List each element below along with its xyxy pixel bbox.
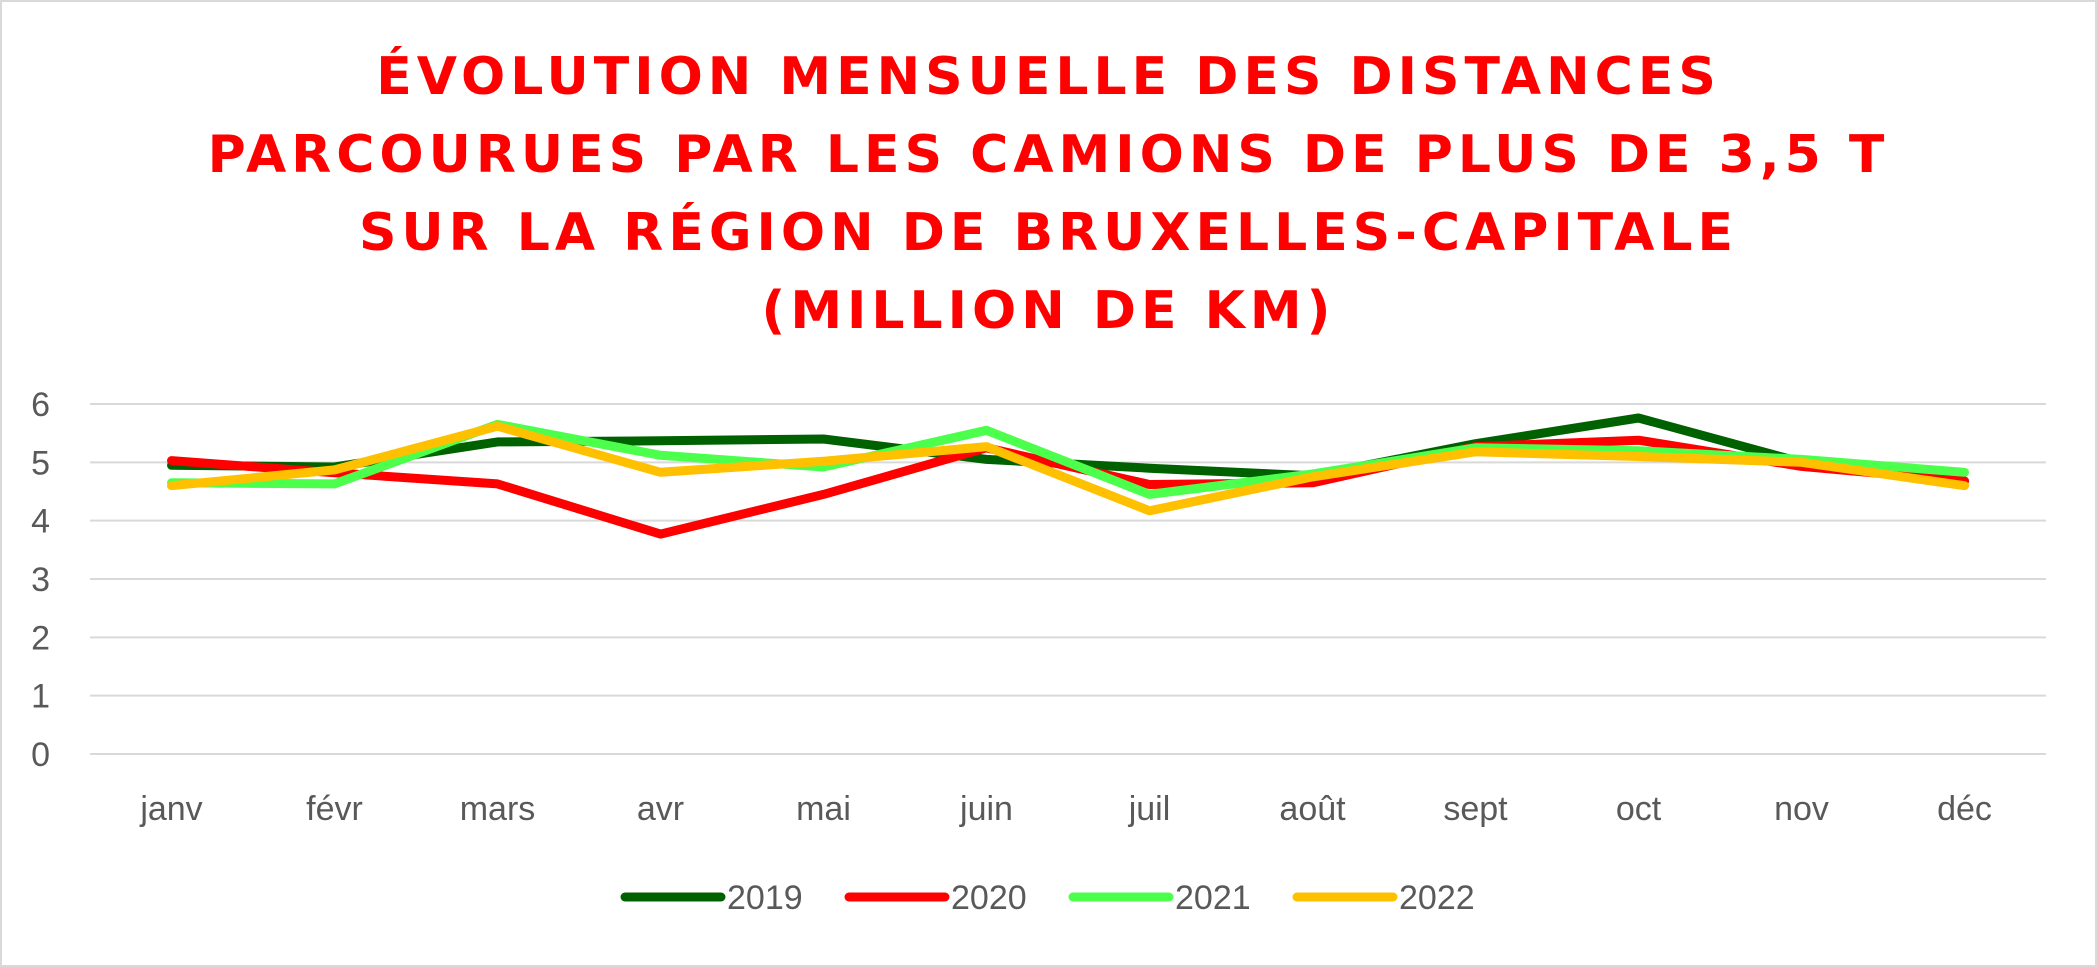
y-tick-label-3: 3 [31, 561, 50, 599]
x-tick-label-août: août [1279, 790, 1346, 828]
x-tick-label-févr: févr [306, 790, 363, 828]
x-tick-label-juin: juin [959, 790, 1013, 828]
x-tick-label-janv: janv [139, 790, 202, 828]
y-tick-label-6: 6 [31, 386, 50, 424]
legend-label-2021: 2021 [1175, 879, 1251, 917]
y-tick-label-1: 1 [31, 678, 50, 716]
x-tick-label-oct: oct [1616, 790, 1662, 828]
series-line-2022 [167, 421, 1969, 516]
y-tick-label-0: 0 [31, 736, 50, 774]
x-tick-label-déc: déc [1937, 790, 1992, 828]
y-tick-label-5: 5 [31, 444, 50, 482]
y-tick-label-2: 2 [31, 619, 50, 657]
legend-label-2019: 2019 [727, 879, 803, 917]
x-tick-label-juil: juil [1128, 790, 1171, 828]
y-tick-label-4: 4 [31, 503, 50, 541]
chart-title-line-3: SUR LA RÉGION DE BRUXELLES-CAPITALE [358, 203, 1739, 263]
legend-label-2020: 2020 [951, 879, 1027, 917]
x-tick-label-nov: nov [1774, 790, 1829, 828]
x-tick-label-mai: mai [796, 790, 851, 828]
legend-label-2022: 2022 [1399, 879, 1475, 917]
chart-title-line-1: ÉVOLUTION MENSUELLE DES DISTANCES [376, 47, 1721, 107]
x-tick-label-sept: sept [1443, 790, 1508, 828]
x-tick-label-mars: mars [460, 790, 536, 828]
chart-title-line-4: (MILLION DE KM) [761, 281, 1336, 341]
chart-title-line-2: PARCOURUES PAR LES CAMIONS DE PLUS DE 3,… [207, 125, 1890, 185]
x-tick-label-avr: avr [637, 790, 684, 828]
chart-title: ÉVOLUTION MENSUELLE DES DISTANCES PARCOU… [0, 38, 2097, 350]
